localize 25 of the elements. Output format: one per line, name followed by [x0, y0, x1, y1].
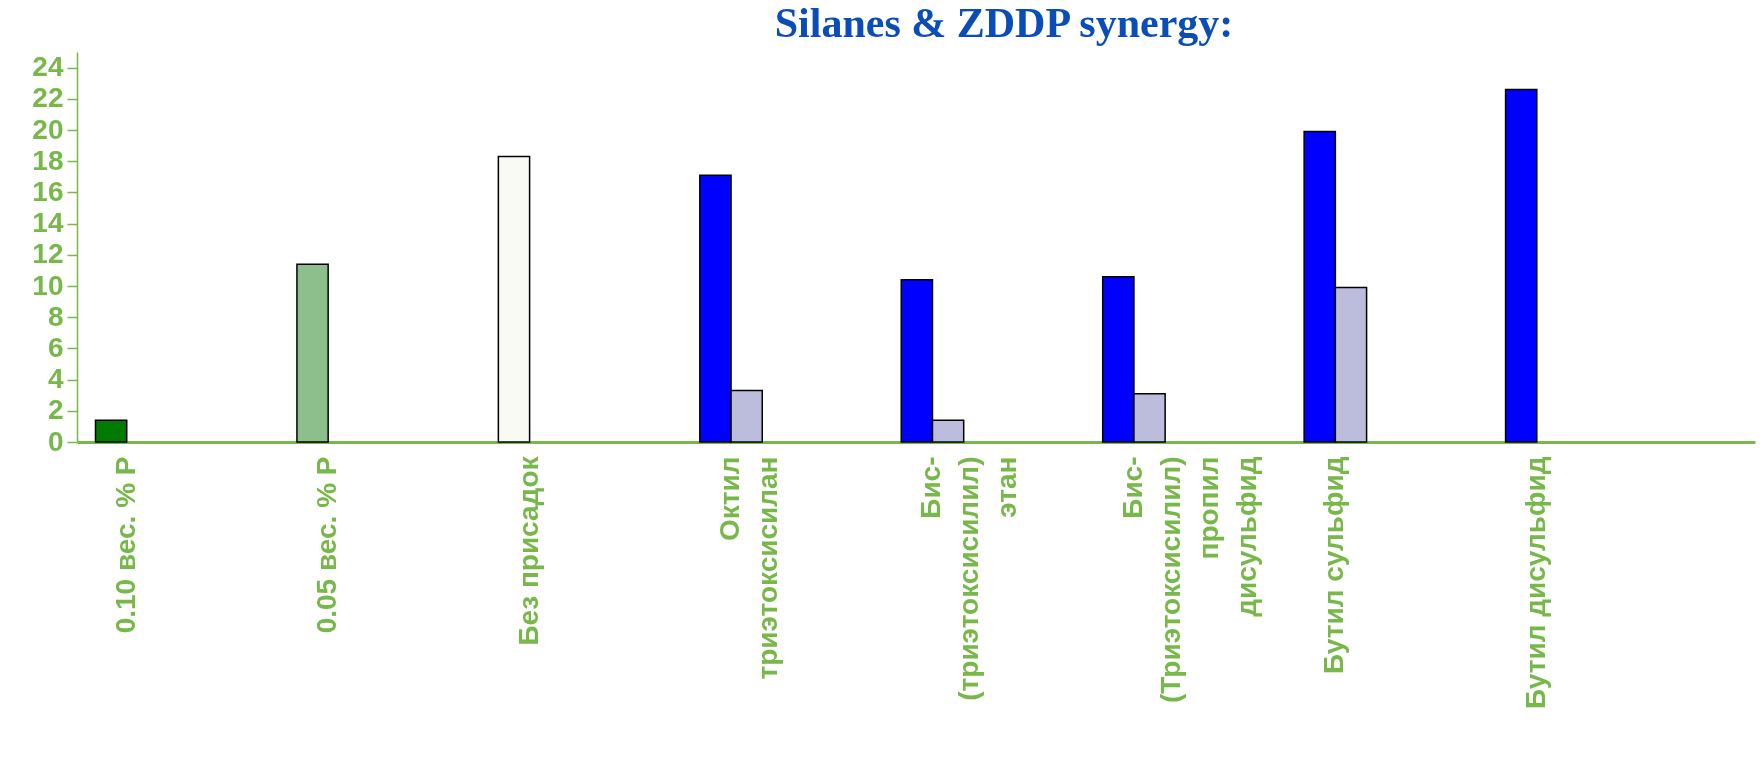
y-tick-label: 8 — [47, 300, 64, 332]
y-tick-label: 6 — [47, 331, 64, 363]
y-tick-label: 14 — [32, 207, 64, 239]
bar — [296, 263, 329, 443]
y-tick-label: 24 — [32, 51, 64, 83]
bar — [1504, 88, 1538, 443]
y-tick-label: 18 — [32, 144, 64, 176]
bar — [94, 419, 128, 443]
y-tick-label: 2 — [47, 394, 64, 426]
x-tick-label: Бис- (триэтоксисилил) этан — [915, 456, 1023, 701]
y-tick-label: 16 — [32, 175, 64, 207]
y-tick-label: 0 — [47, 425, 64, 457]
x-tick-label: 0.05 вес. % P — [311, 456, 343, 634]
y-tick-label: 20 — [32, 113, 64, 145]
y-tick-label: 12 — [32, 238, 64, 270]
x-tick-label: 0.10 вес. % P — [109, 456, 141, 634]
x-tick-label: Бутил сульфид — [1318, 456, 1350, 674]
chart-title: Silanes & ZDDP synergy: — [774, 0, 1234, 46]
bar — [497, 155, 531, 443]
x-tick-label: Бутил дисульфид — [1519, 456, 1551, 709]
y-tick-label: 22 — [32, 82, 64, 114]
y-tick-label: 4 — [47, 363, 64, 395]
x-tick-label: Без присадок — [512, 455, 544, 646]
y-tick-label: 10 — [32, 269, 64, 301]
x-tick-label: Октил триэтоксисилан — [714, 456, 784, 680]
